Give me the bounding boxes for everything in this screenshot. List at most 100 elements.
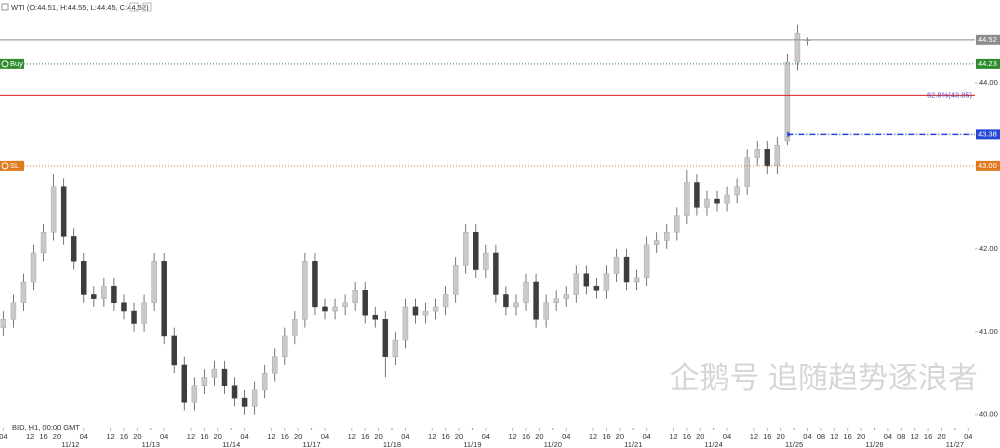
candle-body bbox=[332, 306, 338, 312]
candle-body bbox=[151, 261, 157, 304]
date-tick-label: 11/14 bbox=[222, 440, 240, 448]
x-tick-label: 20 bbox=[616, 432, 624, 441]
candle-body bbox=[714, 198, 720, 204]
candle-body bbox=[503, 294, 509, 308]
x-tick-label: 04 bbox=[803, 432, 811, 441]
x-tick-label: 16 bbox=[39, 432, 47, 441]
candle-body bbox=[462, 231, 469, 266]
candle-body bbox=[40, 231, 47, 254]
price-badge bbox=[976, 160, 1000, 171]
chart-title: WTI (O:44.51, H:44.55, L:44.45, C:44.52) bbox=[11, 3, 149, 12]
x-tick-label: 20 bbox=[937, 432, 945, 441]
candle-body bbox=[211, 368, 218, 378]
candle-body bbox=[111, 285, 117, 304]
header-icon[interactable] bbox=[1, 3, 9, 11]
candle-body bbox=[633, 277, 640, 283]
candle-body bbox=[251, 389, 258, 407]
candle-body bbox=[50, 186, 57, 233]
x-tick-label: 16 bbox=[683, 432, 691, 441]
candle-body bbox=[241, 397, 248, 407]
candle-body bbox=[372, 314, 379, 320]
candle-body bbox=[282, 335, 288, 357]
candle-body bbox=[543, 302, 549, 320]
candle-body bbox=[754, 149, 760, 158]
level-tag[interactable] bbox=[0, 160, 24, 171]
date-tick-label: 11/19 bbox=[463, 440, 481, 448]
x-tick-label: 20 bbox=[53, 432, 61, 441]
candle-body bbox=[10, 302, 17, 320]
date-tick-label: 11/20 bbox=[544, 440, 562, 448]
candle-body bbox=[533, 281, 539, 320]
x-tick-label: 04 bbox=[964, 432, 972, 441]
date-tick-label: 11/24 bbox=[705, 440, 723, 448]
x-tick-label: 16 bbox=[120, 432, 128, 441]
x-tick-label: 12 bbox=[428, 432, 436, 441]
x-tick-label: 12 bbox=[106, 432, 114, 441]
y-tick-label: 44.00 bbox=[979, 78, 998, 87]
candle-body bbox=[583, 273, 590, 287]
candle-body bbox=[292, 319, 298, 337]
candle-body bbox=[20, 281, 27, 304]
candle-body bbox=[664, 231, 670, 241]
x-tick-label: 04 bbox=[642, 432, 650, 441]
x-tick-label: 20 bbox=[696, 432, 704, 441]
plot-layer bbox=[0, 24, 811, 415]
x-tick-label: 12 bbox=[589, 432, 597, 441]
candle-body bbox=[261, 373, 268, 391]
x-tick-label: 16 bbox=[200, 432, 208, 441]
x-tick-label: 12 bbox=[187, 432, 195, 441]
candle-body bbox=[764, 149, 771, 167]
x-tick-label: 04 bbox=[240, 432, 248, 441]
candle-body bbox=[473, 231, 479, 270]
candle-body bbox=[60, 186, 67, 237]
x-tick-label: 04 bbox=[321, 432, 329, 441]
x-tick-label: 20 bbox=[214, 432, 222, 441]
date-tick-label: 11/21 bbox=[624, 440, 642, 448]
candle-body bbox=[493, 252, 499, 295]
candle-body bbox=[412, 306, 419, 316]
candle-body bbox=[724, 194, 730, 204]
settings-icon[interactable] bbox=[129, 2, 139, 12]
candle-body bbox=[422, 310, 429, 316]
candle-body bbox=[784, 61, 791, 142]
date-tick-label: 11/27 bbox=[946, 440, 964, 448]
x-tick-label: 12 bbox=[26, 432, 34, 441]
watermark: 企鹅号 追随趋势逐浪者 bbox=[670, 362, 978, 395]
price-badge-label: 43.38 bbox=[978, 129, 997, 138]
candle-body bbox=[161, 261, 167, 337]
candle-body bbox=[794, 32, 801, 63]
date-tick-label: 11/26 bbox=[865, 440, 883, 448]
candle-body bbox=[593, 285, 600, 291]
close-icon[interactable] bbox=[142, 2, 152, 12]
candle-body bbox=[231, 385, 238, 399]
y-tick-label: 42.00 bbox=[979, 244, 998, 253]
x-tick-label: 16 bbox=[763, 432, 771, 441]
price-badge bbox=[976, 129, 1000, 140]
candle-body bbox=[483, 252, 489, 270]
x-tick-label: 16 bbox=[361, 432, 369, 441]
candle-body bbox=[201, 377, 208, 386]
x-tick-label: 12 bbox=[911, 432, 919, 441]
candle-body bbox=[694, 182, 700, 208]
level-tag-label: Buy bbox=[10, 59, 23, 68]
level-marker bbox=[787, 131, 792, 138]
candle-body bbox=[613, 256, 620, 274]
candle-body bbox=[653, 240, 660, 245]
x-tick-label: 20 bbox=[374, 432, 382, 441]
level-tag-icon bbox=[1, 162, 9, 170]
x-tick-label: 20 bbox=[535, 432, 543, 441]
level-tag[interactable] bbox=[0, 58, 24, 69]
x-tick-label: 12 bbox=[750, 432, 758, 441]
y-tick-label: 40.00 bbox=[979, 410, 998, 419]
candle-body bbox=[352, 290, 358, 304]
candle-body bbox=[362, 290, 368, 316]
candle-body bbox=[734, 186, 740, 196]
candle-body bbox=[121, 302, 127, 312]
y-tick-label: 41.00 bbox=[979, 327, 998, 336]
price-badge-label: 44.52 bbox=[978, 35, 997, 44]
x-tick-label: 04 bbox=[80, 432, 88, 441]
candle-body bbox=[452, 265, 459, 295]
candle-body bbox=[774, 144, 781, 167]
x-tick-label: 12 bbox=[508, 432, 516, 441]
